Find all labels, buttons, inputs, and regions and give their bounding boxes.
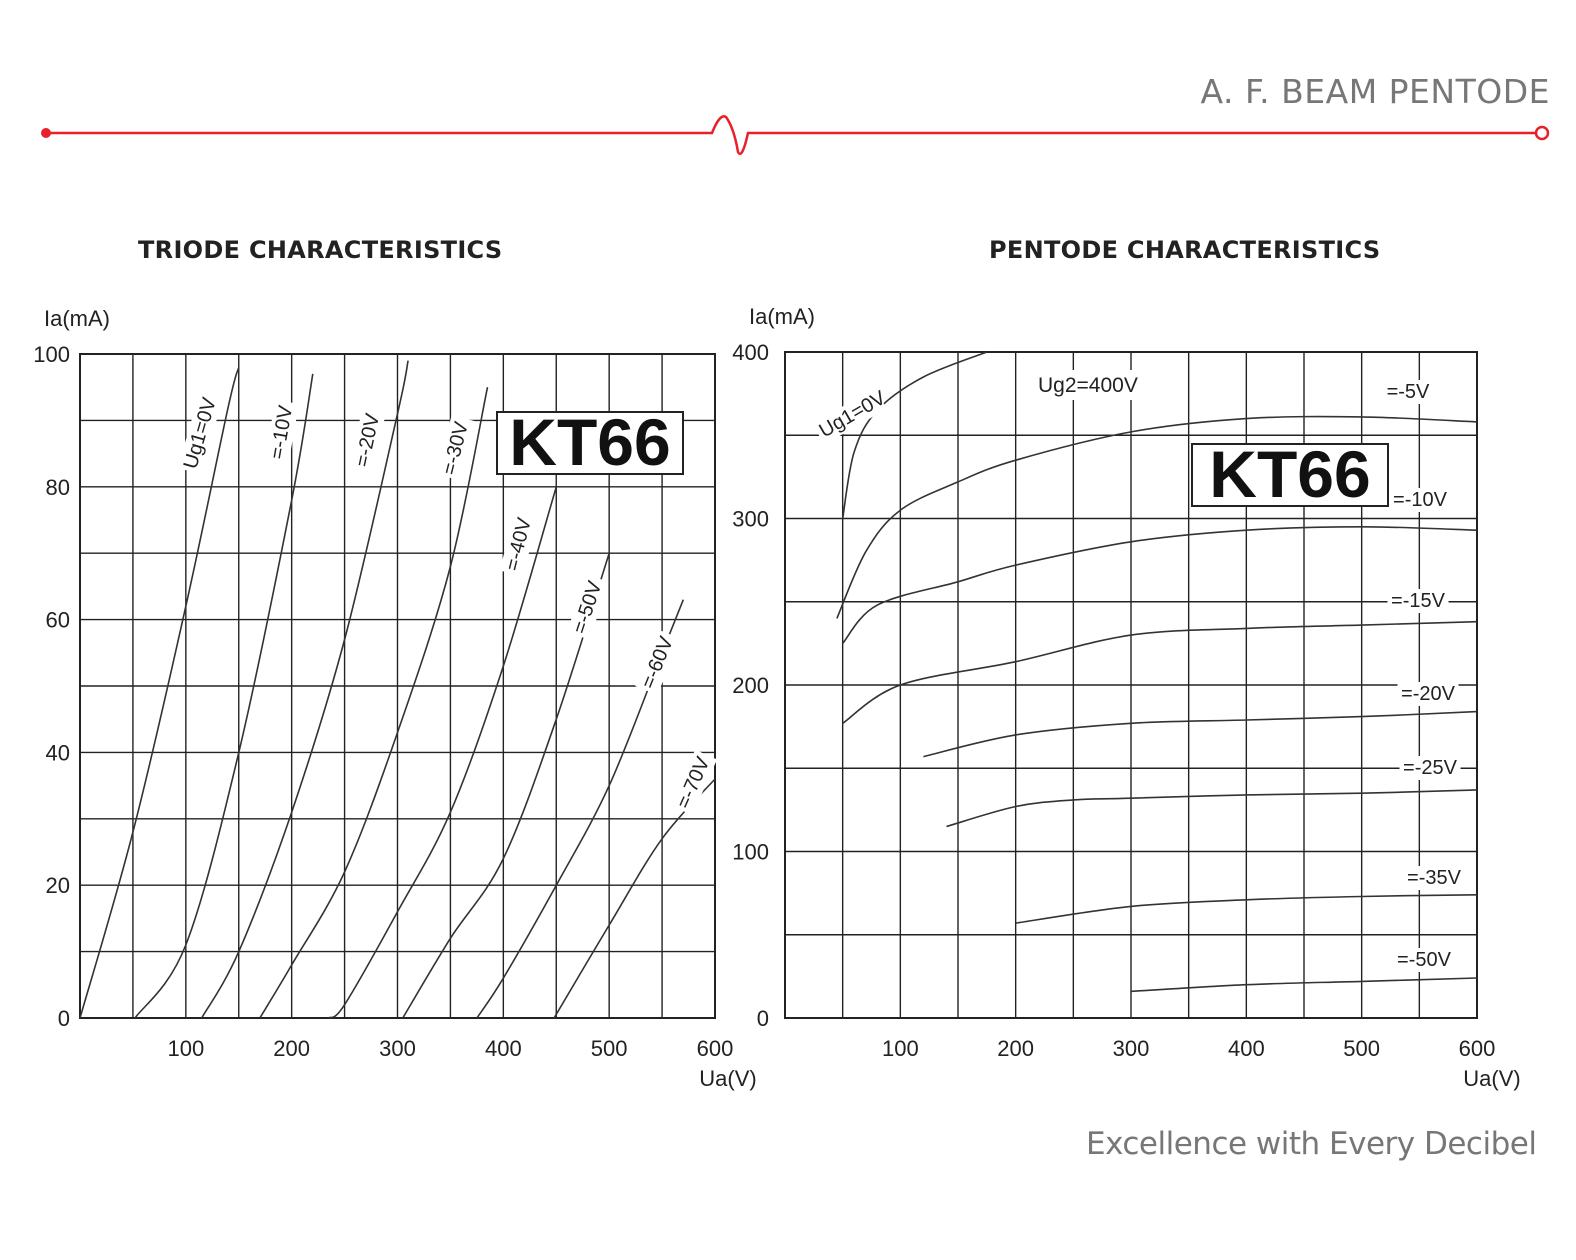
- x-tick-label: 200: [273, 1036, 310, 1061]
- series-label-bg: [1403, 866, 1465, 890]
- document-title: A. F. BEAM PENTODE: [1200, 72, 1550, 111]
- series-line: [842, 620, 1478, 724]
- series-label-bg: [812, 387, 887, 445]
- series-line: [1130, 977, 1478, 993]
- x-tick-label: 500: [591, 1036, 628, 1061]
- x-tick-label: 300: [1113, 1036, 1150, 1061]
- y-tick-label: 100: [33, 342, 70, 367]
- plot-frame: [784, 351, 1478, 1019]
- y-tick-label: 60: [46, 608, 70, 633]
- series-label-bg: [1383, 380, 1433, 404]
- series-line: [201, 360, 409, 1019]
- x-tick-label: 400: [1228, 1036, 1265, 1061]
- y-tick-label: 0: [58, 1006, 70, 1031]
- x-tick-label: 100: [882, 1036, 919, 1061]
- header-dot-right: [1534, 125, 1550, 141]
- y-axis-label: Ia(mA): [44, 306, 110, 331]
- series-label-bg: [1397, 682, 1459, 706]
- series-line: [946, 789, 1478, 828]
- x-tick-label: 100: [167, 1036, 204, 1061]
- x-tick-label: 500: [1343, 1036, 1380, 1061]
- series-label: =-10V: [266, 403, 297, 461]
- series-label: =-35V: [1407, 867, 1462, 889]
- series-line: [402, 552, 610, 1019]
- pentode-chart: 100 200 300 400 500 600 0 100 200 300 400 Ia(mA) Ua(…: [732, 304, 1520, 1091]
- series-line: [259, 387, 489, 1019]
- series-label-bg: [670, 749, 718, 816]
- series-label: =-60V: [637, 633, 678, 692]
- y-tick-label: 300: [732, 507, 769, 532]
- x-axis-label: Ua(V): [1463, 1066, 1520, 1091]
- series-label: =-25V: [1403, 757, 1458, 779]
- series-line: [1015, 894, 1478, 924]
- x-tick-label: 600: [1459, 1036, 1496, 1061]
- y-tick-label: 400: [732, 340, 769, 365]
- series-label: =-70V: [672, 753, 714, 812]
- series-line: [328, 486, 558, 1019]
- model-badge-box: [1191, 443, 1389, 507]
- series-line: [923, 710, 1478, 758]
- series-label-bg: [1399, 756, 1461, 780]
- y-tick-label: 40: [46, 740, 70, 765]
- model-badge: KT66: [509, 405, 670, 479]
- x-tick-label: 600: [697, 1036, 734, 1061]
- series-label: =-15V: [1391, 590, 1446, 612]
- series-label-bg: [349, 407, 386, 473]
- x-tick-label: 400: [485, 1036, 522, 1061]
- y-tick-label: 100: [732, 840, 769, 865]
- series-label-bg: [635, 629, 681, 696]
- plot-frame: [79, 353, 716, 1019]
- series-line: [553, 778, 716, 1019]
- series-label: =-5V: [1387, 381, 1430, 403]
- y-axis-label: Ia(mA): [749, 304, 815, 329]
- x-tick-label: 300: [379, 1036, 416, 1061]
- pentode-chart-title: PENTODE CHARACTERISTICS: [989, 236, 1381, 264]
- y-tick-label: 0: [757, 1006, 769, 1031]
- series-line: [79, 367, 240, 1019]
- series-label-bg: [436, 415, 475, 481]
- series-label: =-50V: [1397, 949, 1452, 971]
- series-label-bg: [264, 399, 299, 464]
- series-label-bg: [566, 574, 609, 640]
- y-tick-label: 20: [46, 873, 70, 898]
- y-tick-label: 80: [46, 475, 70, 500]
- x-axis-label: Ua(V): [699, 1066, 756, 1091]
- header-line: [46, 115, 1542, 156]
- series-line: [842, 525, 1478, 644]
- series-label-bg: [177, 398, 221, 475]
- triode-chart-title: TRIODE CHARACTERISTICS: [138, 236, 503, 264]
- series-label: Ug1=0V: [816, 387, 891, 443]
- header-dot-left: [41, 128, 51, 138]
- series-label-bg: [1387, 589, 1449, 613]
- series-label: =-10V: [1393, 489, 1448, 511]
- annotation-bg: [1032, 370, 1162, 400]
- series-label-bg: [499, 511, 538, 577]
- model-badge-box: [496, 411, 684, 475]
- x-tick-label: 200: [997, 1036, 1034, 1061]
- header-rule: [41, 115, 1550, 156]
- series-label: =-20V: [1401, 683, 1456, 705]
- y-tick-label: 200: [732, 673, 769, 698]
- series-label: =-50V: [569, 578, 607, 637]
- chart-annotation: Ug2=400V: [1038, 374, 1138, 397]
- series-line: [836, 415, 1478, 619]
- footer-tagline: Excellence with Every Decibel: [1086, 1126, 1537, 1162]
- series-label-bg: [1393, 948, 1455, 972]
- series-label-bg: [1389, 488, 1451, 512]
- series-line: [134, 373, 314, 1019]
- triode-chart: 100 200 300 400 500 600 0 20 40 60 80 100 Ia(mA) Ua(V…: [33, 306, 756, 1091]
- model-badge: KT66: [1209, 437, 1370, 511]
